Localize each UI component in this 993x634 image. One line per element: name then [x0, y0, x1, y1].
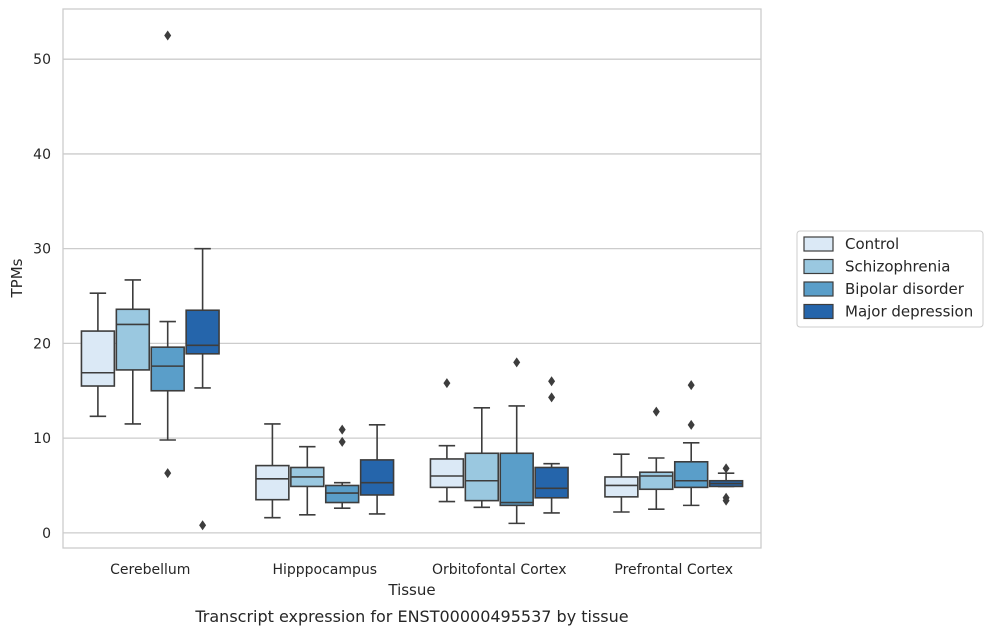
- box-iqr: [604, 476, 639, 498]
- box-0-2: [150, 30, 185, 479]
- outlier-point: [652, 406, 660, 417]
- box-iqr: [150, 346, 185, 392]
- outlier-point: [687, 380, 695, 391]
- box-layer: [80, 30, 744, 531]
- box-2-0: [429, 378, 465, 503]
- legend-swatch: [803, 303, 834, 320]
- box-iqr: [499, 452, 534, 507]
- legend-swatch: [803, 236, 834, 252]
- legend-entry: Major depression: [845, 303, 973, 321]
- y-tick-label: 20: [33, 336, 51, 352]
- outlier-point: [164, 30, 172, 41]
- box-2-2: [499, 357, 534, 525]
- chart-caption: Transcript expression for ENST0000049553…: [194, 607, 628, 626]
- box-iqr: [673, 460, 709, 489]
- box-iqr: [464, 452, 500, 502]
- outlier-point: [548, 392, 556, 403]
- box-2-3: [534, 376, 569, 514]
- box-iqr: [255, 464, 290, 501]
- box-3-3: [708, 463, 744, 506]
- box-iqr: [185, 309, 220, 355]
- legend-swatch: [803, 258, 834, 275]
- box-1-0: [255, 423, 290, 519]
- outlier-point: [338, 436, 346, 447]
- x-axis-label: Tissue: [387, 581, 435, 599]
- outlier-point: [722, 463, 730, 474]
- outlier-point: [513, 357, 521, 368]
- x-tick-label: Orbitofontal Cortex: [432, 562, 567, 578]
- outlier-point: [199, 520, 207, 531]
- legend-swatch: [803, 281, 834, 297]
- box-iqr: [359, 459, 395, 496]
- y-tick-label: 0: [42, 526, 51, 542]
- legend-frame: [796, 230, 984, 328]
- outlier-point: [687, 419, 695, 430]
- legend-entry: Control: [845, 235, 899, 253]
- box-1-3: [359, 424, 395, 515]
- x-tick-label: Cerebellum: [110, 562, 190, 578]
- y-tick-label: 30: [33, 242, 51, 258]
- box-iqr: [80, 330, 116, 387]
- outlier-point: [548, 376, 556, 387]
- box-iqr: [429, 458, 465, 489]
- box-iqr: [324, 484, 360, 504]
- box-0-1: [115, 279, 151, 425]
- x-tick-label: Prefrontal Cortex: [614, 562, 733, 578]
- legend-entry: Schizophrenia: [845, 258, 950, 276]
- y-tick-label: 40: [33, 147, 51, 163]
- outlier-point: [164, 468, 172, 479]
- box-1-1: [290, 445, 325, 516]
- box-iqr: [639, 471, 674, 491]
- outlier-point: [722, 492, 730, 503]
- box-2-1: [464, 407, 500, 509]
- legend-entry: Bipolar disorder: [845, 280, 965, 298]
- y-tick-label: 10: [33, 431, 51, 447]
- box-3-1: [639, 406, 674, 510]
- grid-lines: [63, 58, 761, 534]
- legend: Control Schizophrenia Bipolar disorder Majo…: [796, 230, 984, 328]
- y-axis-label: TPMs: [8, 258, 26, 298]
- x-tick-label: Hipppocampus: [272, 562, 377, 578]
- box-3-2: [673, 380, 709, 507]
- box-iqr: [534, 466, 569, 499]
- box-3-0: [604, 453, 639, 513]
- outlier-point: [338, 424, 346, 435]
- outlier-point: [443, 378, 451, 389]
- box-0-3: [185, 247, 220, 531]
- y-tick-labels: 0 10 20 30 40 50: [33, 52, 51, 542]
- box-1-2: [324, 424, 360, 510]
- box-iqr: [115, 308, 151, 371]
- plot-frame: [62, 8, 762, 549]
- box-0-0: [80, 292, 116, 418]
- y-tick-label: 50: [33, 52, 51, 68]
- x-tick-labels: Cerebellum Hipppocampus Orbitofontal Corte…: [110, 562, 733, 578]
